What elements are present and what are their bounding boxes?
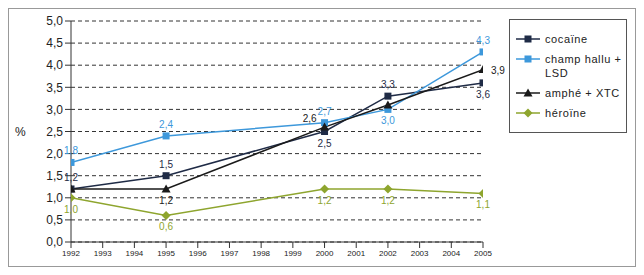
- svg-text:1,2: 1,2: [64, 172, 78, 183]
- svg-text:1,2: 1,2: [381, 195, 395, 206]
- svg-text:1996: 1996: [189, 249, 207, 258]
- svg-text:2002: 2002: [379, 249, 397, 258]
- svg-text:1,8: 1,8: [64, 145, 78, 156]
- svg-text:2003: 2003: [411, 249, 429, 258]
- svg-text:2005: 2005: [474, 249, 492, 258]
- svg-text:3,9: 3,9: [491, 65, 505, 76]
- svg-text:1998: 1998: [252, 249, 270, 258]
- html-text:amphé + XTC: amphé + XTC: [545, 87, 620, 99]
- svg-text:2000: 2000: [316, 249, 334, 258]
- svg-text:2,4: 2,4: [159, 119, 173, 130]
- svg-text:2004: 2004: [442, 249, 460, 258]
- svg-text:2001: 2001: [347, 249, 365, 258]
- svg-text:3,5: 3,5: [46, 81, 63, 95]
- svg-text:2,6: 2,6: [303, 113, 317, 124]
- svg-text:5,0: 5,0: [46, 14, 63, 28]
- svg-text:2,5: 2,5: [318, 138, 332, 149]
- svg-text:2,5: 2,5: [46, 125, 63, 139]
- svg-text:0,6: 0,6: [159, 221, 173, 232]
- svg-text:1,0: 1,0: [46, 191, 63, 205]
- svg-text:1,2: 1,2: [159, 195, 173, 206]
- svg-text:2,0: 2,0: [46, 147, 63, 161]
- svg-text:1993: 1993: [94, 249, 112, 258]
- svg-text:1992: 1992: [62, 249, 80, 258]
- svg-text:0,0: 0,0: [46, 235, 63, 249]
- html-text:cocaïne: cocaïne: [545, 33, 588, 45]
- svg-text:1997: 1997: [221, 249, 239, 258]
- html-text:champ hallu + LSD: champ hallu + LSD: [545, 53, 622, 79]
- svg-text:1,2: 1,2: [318, 195, 332, 206]
- svg-text:%: %: [15, 125, 26, 139]
- svg-text:3,6: 3,6: [476, 89, 490, 100]
- svg-text:3,3: 3,3: [381, 79, 395, 90]
- svg-text:1,5: 1,5: [159, 159, 173, 170]
- svg-text:1995: 1995: [157, 249, 175, 258]
- svg-text:3,0: 3,0: [46, 103, 63, 117]
- svg-text:4,5: 4,5: [46, 36, 63, 50]
- svg-text:1994: 1994: [125, 249, 143, 258]
- svg-text:1,1: 1,1: [476, 199, 490, 210]
- svg-text:3,0: 3,0: [381, 115, 395, 126]
- svg-text:1,5: 1,5: [46, 169, 63, 183]
- svg-text:1,0: 1,0: [64, 204, 78, 215]
- svg-text:4,0: 4,0: [46, 58, 63, 72]
- html-text:héroïne: héroïne: [545, 107, 587, 119]
- svg-text:0,5: 0,5: [46, 213, 63, 227]
- svg-text:2,7: 2,7: [318, 106, 332, 117]
- svg-text:1999: 1999: [284, 249, 302, 258]
- svg-text:4,3: 4,3: [476, 35, 490, 46]
